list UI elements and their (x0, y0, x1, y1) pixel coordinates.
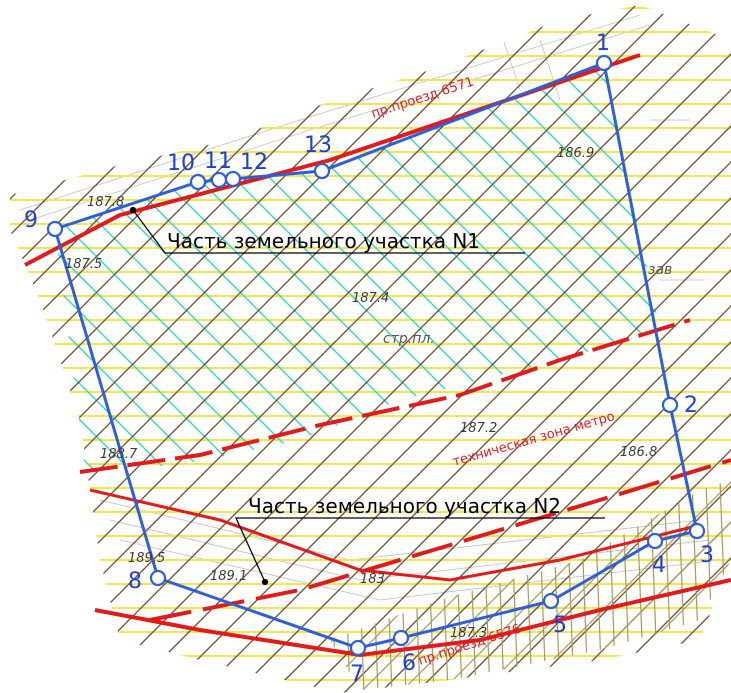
callout-anchor-parcel2 (261, 578, 269, 586)
vertex-marker (542, 592, 560, 610)
vertex-marker (688, 522, 706, 540)
red-line-metro-zone-upper (79, 318, 691, 474)
elevation-mark: 183 (360, 572, 385, 587)
vertex-marker (210, 171, 228, 189)
callout-anchor-parcel1 (129, 206, 137, 214)
elevation-mark: 187.2 (460, 421, 497, 436)
elevation-mark: 189.1 (210, 569, 247, 584)
elevation-mark: 187.5 (65, 257, 102, 272)
vertex-label: 2 (684, 393, 698, 418)
factory-label: зав (648, 262, 672, 278)
vertex-label: 6 (402, 651, 416, 676)
vertex-label: 5 (553, 613, 567, 638)
vertex-label: 7 (350, 662, 364, 687)
construction-site-label: стр.пл. (383, 331, 435, 347)
elevation-marks: 186.9 187.5 187.4 187.2 186.8 188.7 189.… (65, 146, 657, 641)
vertex-marker (224, 170, 242, 188)
vertex-label: 13 (304, 133, 332, 158)
vertex-label: 9 (24, 208, 38, 233)
red-line-metro-zone-lower (149, 458, 731, 622)
red-line-street-bottom (94, 578, 731, 658)
vertex-marker (392, 629, 410, 647)
red-line-parcel2 (89, 488, 701, 582)
vertex-label: 4 (652, 553, 666, 578)
callout-leader-parcel1 (132, 209, 525, 254)
elevation-mark: 187.3 (450, 626, 487, 641)
elevation-mark: 186.9 (557, 146, 594, 161)
elevation-mark: 189.5 (128, 551, 165, 566)
vertex-marker (595, 54, 613, 72)
callout-leaders (129, 206, 605, 586)
vertex-marker (46, 220, 64, 238)
vertex-marker (149, 569, 167, 587)
elevation-mark: 186.8 (620, 445, 657, 460)
vertex-label: 10 (167, 151, 195, 176)
vertex-marker (313, 162, 331, 180)
vertex-label: 12 (240, 150, 268, 175)
elevation-mark: 188.7 (100, 447, 138, 462)
vertex-label: 11 (204, 149, 232, 174)
vertex-label: 8 (128, 569, 142, 594)
vertex-marker (661, 396, 679, 414)
elevation-mark: 187.4 (352, 291, 389, 306)
vertex-marker (189, 173, 207, 191)
callout-parcel1-label: Часть земельного участка N1 (167, 229, 480, 253)
red-lines (24, 53, 731, 658)
vertex-marker (646, 532, 664, 550)
elevation-mark: 187.8 (87, 195, 124, 210)
vertex-marker (349, 639, 367, 657)
vertex-label: 3 (700, 543, 714, 568)
callout-leader-parcel2 (234, 517, 605, 583)
vertex-label: 1 (596, 31, 610, 56)
callout-parcel2-label: Часть земельного участка N2 (248, 494, 561, 518)
